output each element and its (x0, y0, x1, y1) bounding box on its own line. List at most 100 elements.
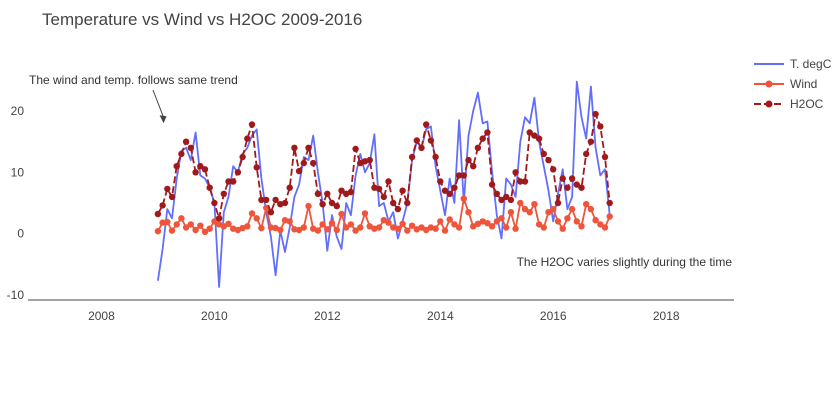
data-point (295, 167, 303, 175)
data-point (324, 226, 331, 233)
y-tick-label: 0 (17, 227, 24, 241)
data-point (578, 223, 585, 230)
data-point (427, 137, 435, 144)
data-point (225, 220, 232, 227)
y-tick-label: -10 (7, 288, 25, 302)
data-point (559, 175, 566, 182)
legend-item-label[interactable]: T. degC (790, 57, 832, 71)
data-point (540, 150, 547, 158)
data-point (178, 215, 185, 222)
data-point (352, 227, 359, 234)
data-point (319, 201, 326, 208)
data-point (385, 219, 392, 226)
data-point (197, 222, 204, 229)
data-point (258, 224, 265, 232)
annotation-arrow-head (159, 115, 167, 124)
data-point (314, 227, 322, 234)
data-point (310, 159, 317, 167)
data-point (446, 190, 453, 197)
data-point (272, 196, 279, 204)
data-point (197, 163, 204, 170)
data-point (451, 221, 458, 228)
data-point (159, 202, 166, 209)
plot-area (154, 80, 613, 288)
data-point (182, 224, 190, 231)
data-point (352, 145, 359, 153)
x-tick-label: 2018 (653, 309, 680, 323)
annotations: The wind and temp. follows same trend The… (29, 73, 732, 269)
data-point (493, 218, 500, 225)
x-tick-label: 2014 (427, 309, 454, 323)
data-point (253, 215, 260, 222)
data-point (164, 218, 171, 226)
data-point (554, 218, 562, 225)
data-point (399, 187, 406, 194)
data-point (192, 169, 199, 176)
data-point (380, 193, 387, 201)
data-point (465, 209, 472, 216)
data-point (587, 138, 595, 145)
data-point (437, 218, 444, 225)
data-point (154, 210, 162, 218)
chart-title: Temperature vs Wind vs H2OC 2009-2016 (42, 10, 362, 29)
data-point (173, 163, 180, 170)
data-point (300, 159, 307, 167)
data-point (361, 210, 369, 217)
data-point (568, 205, 576, 213)
data-point (168, 193, 176, 201)
data-point (324, 190, 331, 197)
data-point (531, 201, 538, 208)
data-point (394, 205, 402, 213)
data-point (512, 169, 519, 176)
legend-item-label[interactable]: Wind (790, 77, 817, 91)
data-point (375, 185, 383, 193)
data-point (465, 156, 472, 164)
legend-swatch-marker (765, 80, 773, 88)
series-line-t-degc (157, 80, 611, 288)
data-point (488, 181, 496, 188)
legend[interactable]: T. degC Wind H2OC (754, 57, 832, 111)
data-point (211, 199, 218, 207)
data-point (441, 187, 449, 194)
data-point (413, 137, 420, 144)
data-point (418, 144, 425, 151)
data-point (187, 144, 194, 151)
data-point (263, 196, 270, 204)
data-point (498, 215, 505, 222)
y-tick-label: 20 (11, 104, 25, 118)
annotation-trend: The wind and temp. follows same trend (29, 73, 238, 87)
data-point (300, 224, 307, 231)
data-point (498, 196, 505, 204)
data-point (291, 144, 298, 151)
data-point (239, 153, 246, 161)
data-point (206, 225, 213, 232)
data-point (545, 209, 552, 216)
data-point (234, 169, 242, 176)
data-point (248, 210, 256, 217)
data-point (182, 138, 190, 145)
data-point (564, 184, 571, 191)
data-point (295, 226, 303, 234)
data-point (573, 218, 580, 225)
data-point (564, 215, 571, 222)
data-point (512, 225, 519, 232)
data-point (423, 226, 430, 234)
data-point (606, 213, 613, 220)
data-point (517, 199, 524, 207)
data-point (592, 110, 599, 118)
data-point (474, 220, 482, 227)
data-point (314, 190, 322, 197)
legend-item-label[interactable]: H2OC (790, 97, 824, 111)
data-point (408, 222, 416, 229)
data-point (173, 221, 180, 228)
data-point (258, 196, 265, 204)
data-point (446, 216, 453, 223)
data-point (277, 226, 284, 234)
data-point (333, 226, 340, 234)
data-point (154, 228, 162, 235)
data-point (347, 221, 355, 228)
data-point (503, 224, 510, 231)
data-point (460, 195, 467, 202)
data-point (333, 202, 340, 210)
